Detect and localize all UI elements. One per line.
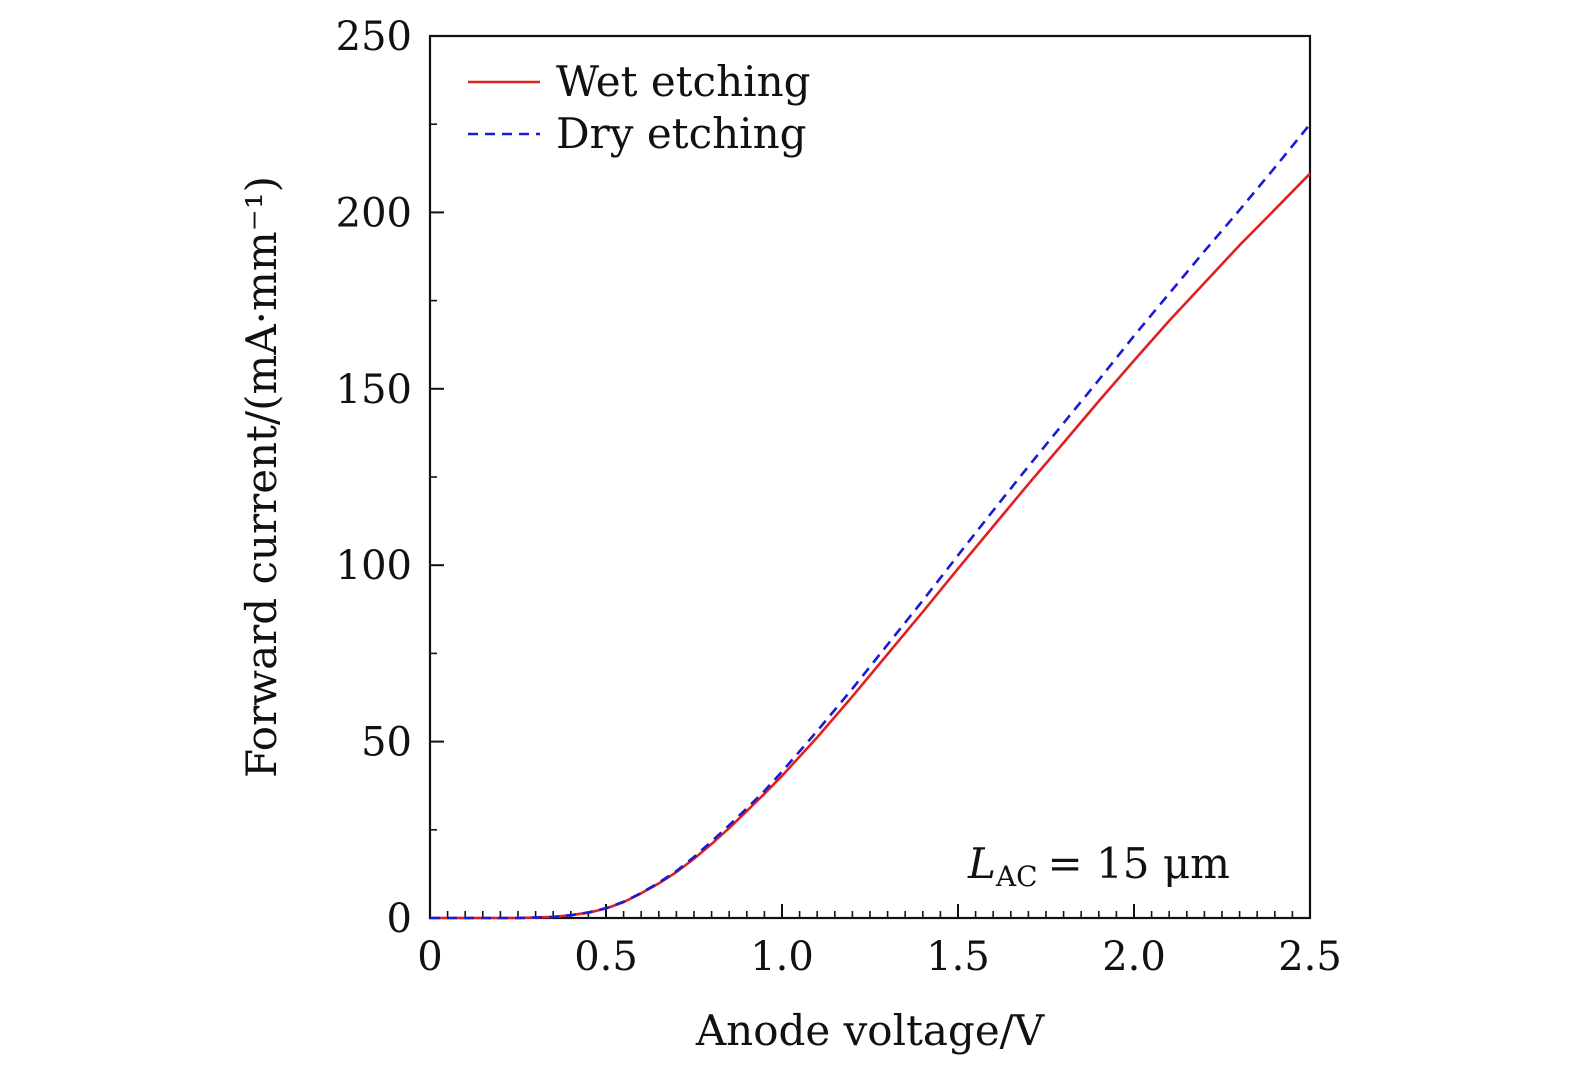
axis-ticks — [429, 35, 1311, 919]
annotation-value: = 15 μm — [1048, 839, 1230, 888]
series-line-dry-etching — [430, 123, 1312, 920]
y-tick-label: 100 — [336, 543, 412, 589]
lac-annotation: LAC = 15 μm — [967, 839, 1230, 893]
plot-border — [428, 34, 1312, 920]
plot-frame — [428, 34, 1312, 920]
x-tick-label: 2.5 — [1278, 934, 1342, 980]
x-tick-label: 0 — [417, 934, 442, 980]
legend-label-wet-etching: Wet etching — [556, 57, 811, 106]
y-tick-label: 250 — [336, 14, 412, 60]
y-tick-label: 150 — [336, 367, 412, 413]
x-tick-label: 0.5 — [574, 934, 638, 980]
annotation-subscript: AC — [995, 860, 1038, 893]
annotation-symbol: L — [967, 839, 996, 888]
x-axis-label: Anode voltage/V — [695, 1006, 1045, 1055]
y-tick-label: 200 — [336, 190, 412, 236]
y-axis-label: Forward current/(mA·mm⁻¹) — [237, 176, 286, 778]
y-tick-label: 50 — [361, 720, 412, 766]
x-tick-label: 1.5 — [926, 934, 990, 980]
y-tick-label: 0 — [387, 896, 412, 942]
series-line-wet-etching — [430, 172, 1311, 920]
series-lines — [430, 123, 1312, 920]
legend-label-dry-etching: Dry etching — [556, 109, 807, 158]
x-tick-label: 1.0 — [750, 934, 814, 980]
legend: Wet etching Dry etching — [468, 57, 811, 158]
tick-labels: 0 0.5 1.0 1.5 2.0 2.5 0 50 100 150 200 250 — [336, 14, 1342, 980]
x-tick-label: 2.0 — [1102, 934, 1166, 980]
